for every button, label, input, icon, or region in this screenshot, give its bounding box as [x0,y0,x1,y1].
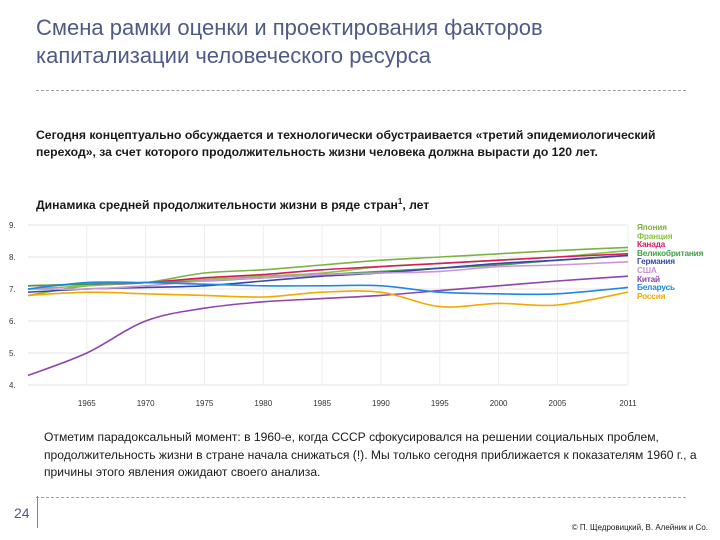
x-tick-label: 1995 [431,399,449,408]
chart-heading-text: Динамика средней продолжительности жизни… [36,198,398,213]
x-tick-label: 2005 [549,399,567,408]
legend-entry-5: США [637,265,657,275]
chart-grid [28,224,629,386]
legend-entry-0: Япония [637,223,667,232]
legend-entry-7: Беларусь [637,283,675,292]
legend-entry-8: Россия [637,291,666,301]
legend-entry-4: Германия [637,257,675,266]
series-line-2 [27,253,629,287]
x-tick-label: 1985 [313,399,331,408]
x-tick-label: 2011 [619,399,637,408]
footer-divider [36,497,686,498]
x-tick-label: 1965 [78,399,96,408]
series-line-8 [27,290,629,308]
slide-title-line-2: капитализации человеческого ресурса [36,43,431,68]
legend-entry-2: Канада [637,240,666,249]
y-tick-label: 4. [9,381,16,390]
legend-entry-6: Китай [637,274,660,284]
x-axis-ticks: 1965 1970 1975 1980 1985 1990 1995 2000 2005 2011 [78,399,637,408]
chart-heading: Динамика средней продолжительности жизни… [36,197,636,212]
series-line-3 [27,254,629,287]
copyright: © П. Щедровицкий, В. Алейник и Co. [571,523,708,532]
page-number-separator [37,496,38,528]
series-line-6 [27,275,629,377]
series-line-7 [27,281,629,296]
slide-title-line-1: Смена рамки оценки и проектирования факт… [36,15,543,40]
page-number: 24 [14,505,30,521]
x-tick-label: 1975 [196,399,214,408]
x-tick-label: 1980 [254,399,272,408]
y-tick-label: 7. [9,285,16,294]
intro-text: Сегодня концептуально обсуждается и техн… [36,128,656,159]
chart-series [27,246,629,377]
x-tick-label: 1990 [372,399,390,408]
y-tick-label: 8. [9,253,16,262]
series-line-4 [27,254,629,293]
note-text: Отметим парадоксальный момент: в 1960-е,… [44,430,697,479]
y-tick-label: 6. [9,317,16,326]
chart-heading-unit: , лет [402,198,430,213]
x-tick-label: 2000 [490,399,508,408]
x-tick-label: 1970 [137,399,155,408]
title-divider [36,90,686,91]
chart-heading-footnote: 1 [397,197,403,206]
life-expectancy-chart: 9. 8. 7. 6. 5. 4. 1965 1970 1975 1980 1985 1990 199… [9,221,637,408]
slide-title: Смена рамки оценки и проектирования факт… [36,14,696,70]
y-tick-label: 5. [9,349,16,358]
chart-legend: Япония Франция Канада Великобритания Германи… [637,223,719,300]
series-line-5 [27,261,629,291]
y-axis-ticks: 9. 8. 7. 6. 5. 4. [9,221,16,390]
y-tick-label: 9. [9,221,16,230]
legend-entry-1: Франция [637,231,673,241]
legend-entry-3: Великобритания [637,248,704,258]
